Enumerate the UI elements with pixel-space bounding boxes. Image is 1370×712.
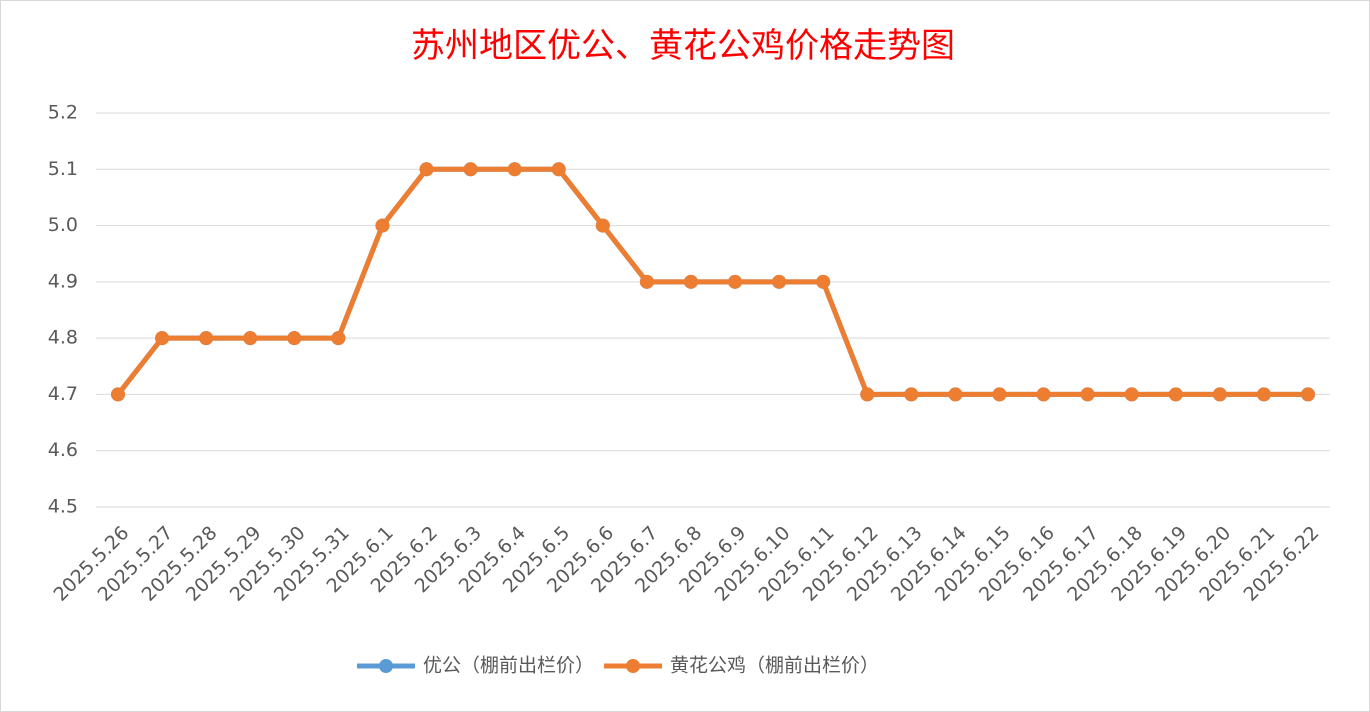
data-point bbox=[331, 331, 346, 346]
data-point bbox=[904, 387, 919, 402]
data-point bbox=[287, 331, 302, 346]
data-point bbox=[728, 274, 743, 289]
y-tick-label: 5.0 bbox=[48, 214, 78, 236]
legend-label: 优公（棚前出栏价） bbox=[423, 655, 594, 677]
legend-marker bbox=[626, 659, 641, 673]
y-tick-label: 4.7 bbox=[48, 383, 78, 405]
data-point bbox=[463, 162, 478, 177]
data-point bbox=[683, 274, 698, 289]
data-point bbox=[419, 162, 434, 177]
data-point bbox=[1212, 387, 1227, 402]
data-point bbox=[243, 331, 258, 346]
data-point bbox=[155, 331, 170, 346]
data-point bbox=[551, 162, 566, 177]
data-point bbox=[1080, 387, 1095, 402]
data-point bbox=[111, 387, 125, 402]
y-tick-label: 4.8 bbox=[48, 327, 78, 349]
legend-marker bbox=[379, 659, 393, 673]
data-point bbox=[375, 218, 390, 233]
data-point bbox=[639, 274, 654, 289]
chart-title: 苏州地区优公、黄花公鸡价格走势图 bbox=[411, 26, 955, 66]
data-point bbox=[816, 274, 831, 289]
data-point bbox=[948, 387, 963, 402]
data-point bbox=[1301, 387, 1315, 402]
data-point bbox=[1168, 387, 1183, 402]
data-point bbox=[507, 162, 522, 177]
data-point bbox=[772, 274, 787, 289]
data-point bbox=[992, 387, 1007, 402]
y-tick-label: 4.9 bbox=[48, 270, 78, 292]
data-point bbox=[1124, 387, 1139, 402]
y-tick-label: 5.1 bbox=[48, 158, 78, 180]
legend-label: 黄花公鸡（棚前出栏价） bbox=[670, 655, 879, 677]
y-tick-label: 4.5 bbox=[48, 496, 78, 518]
y-tick-label: 4.6 bbox=[48, 439, 78, 461]
data-point bbox=[860, 387, 875, 402]
data-point bbox=[595, 218, 610, 233]
y-tick-label: 5.2 bbox=[48, 102, 78, 124]
data-point bbox=[199, 331, 214, 346]
data-point bbox=[1036, 387, 1051, 402]
line-series bbox=[116, 166, 1308, 397]
data-point bbox=[1256, 387, 1271, 402]
